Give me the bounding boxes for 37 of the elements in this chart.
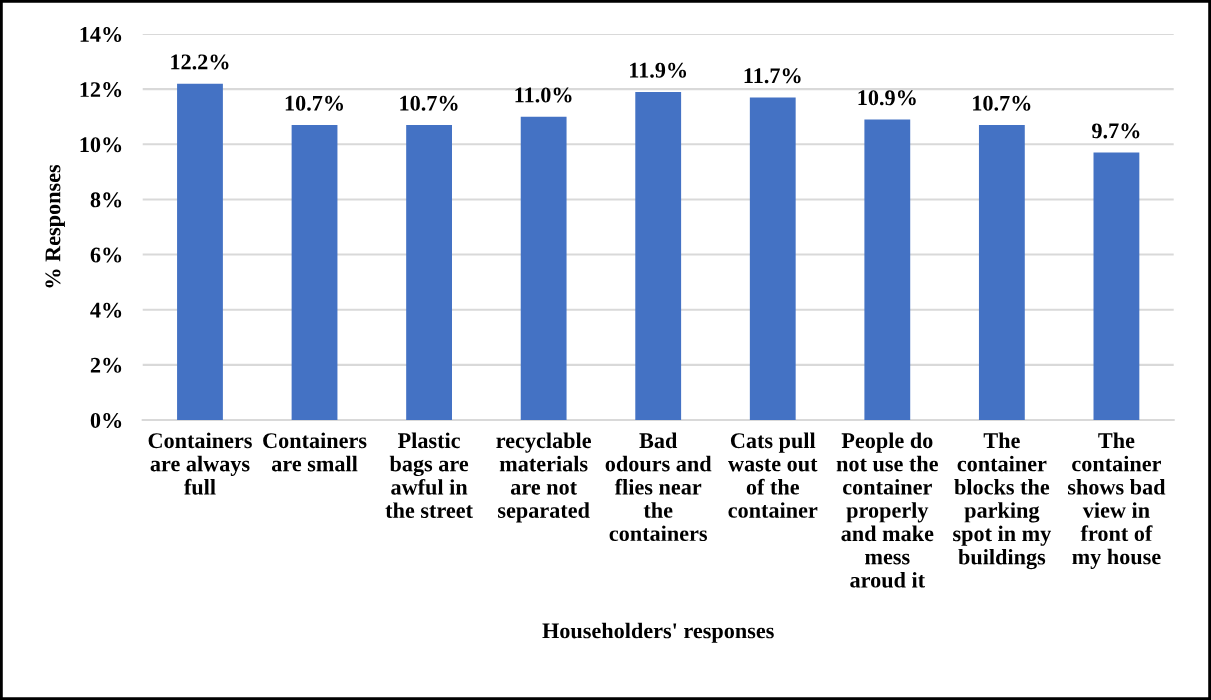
data-label: 11.9% [630,62,687,78]
x-tick-label: Containers are always full [148,432,252,495]
y-tick-label: 10% [80,137,122,153]
data-label: 9.7% [1092,123,1140,139]
data-label: 11.7% [744,68,801,84]
x-tick-label: Plastic bags are awful in the street [385,432,473,519]
y-tick-label: 4% [90,302,122,318]
data-label: 10.7% [400,95,458,111]
x-tick-label: The container shows bad view in front of my house [1068,432,1166,569]
bar [1093,152,1140,420]
y-tick-label: 2% [90,357,122,373]
bar [635,91,682,420]
bar [520,116,567,420]
y-tick-label: 14% [80,26,122,42]
bar [864,119,911,420]
x-tick-label: The container blocks the parking spot in my buildings [953,432,1052,570]
x-tick-label: recyclable materials are not separated [496,432,591,523]
y-tick-label: 0% [90,412,122,428]
bar [177,83,223,420]
y-axis-title: % Responses [45,164,65,288]
x-tick-label: Containers are small [263,432,367,472]
x-tick-label: Cats pull waste out of the container [728,432,818,518]
bar [291,124,338,420]
data-label: 12.2% [171,54,229,70]
y-tick-label: 8% [90,192,122,208]
data-label: 10.9% [858,90,916,106]
x-axis-title: Householders' responses [542,622,774,643]
y-tick-label: 12% [80,82,122,98]
y-tick-label: 6% [90,247,122,263]
data-label: 11.0% [515,87,572,103]
bar [406,124,452,420]
data-label: 10.7% [285,95,344,111]
x-tick-label: People do not use the container properly and make mess aroud it [836,432,938,588]
x-tick-label: Bad odours and flies near the containers [605,432,712,542]
bar [749,97,796,420]
data-label: 10.7% [973,95,1031,111]
bar [978,124,1025,420]
